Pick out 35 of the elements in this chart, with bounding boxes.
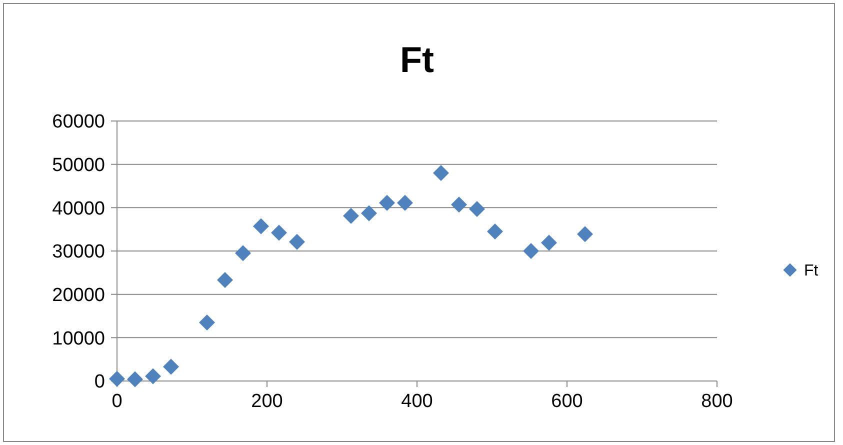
y-tick-label: 20000 bbox=[52, 284, 105, 306]
point bbox=[487, 224, 503, 240]
y-tick-label: 50000 bbox=[52, 154, 105, 176]
point bbox=[541, 234, 557, 251]
point bbox=[145, 368, 161, 384]
y-tick-label: 40000 bbox=[52, 198, 105, 220]
point bbox=[469, 200, 485, 217]
point bbox=[451, 196, 467, 213]
y-tick-label: 10000 bbox=[52, 328, 105, 350]
point bbox=[163, 358, 179, 375]
point bbox=[235, 245, 251, 262]
point bbox=[577, 226, 593, 242]
point bbox=[379, 194, 395, 211]
point bbox=[199, 314, 215, 330]
point bbox=[109, 370, 125, 387]
point bbox=[127, 371, 143, 388]
x-tick-label: 400 bbox=[401, 391, 433, 412]
point bbox=[217, 272, 233, 288]
point bbox=[523, 243, 539, 259]
x-tick-label: 200 bbox=[251, 391, 283, 412]
y-tick-label: 30000 bbox=[52, 242, 105, 263]
x-tick-label: 0 bbox=[112, 391, 122, 412]
point bbox=[397, 194, 413, 211]
legend-label: Ft bbox=[804, 262, 819, 280]
chart-title: Ft bbox=[400, 39, 434, 80]
point bbox=[289, 234, 305, 250]
point bbox=[361, 205, 377, 222]
x-tick-label: 800 bbox=[701, 391, 733, 412]
point bbox=[433, 165, 449, 181]
point bbox=[271, 224, 287, 241]
x-tick-label: 600 bbox=[551, 391, 583, 412]
point bbox=[253, 218, 269, 234]
y-tick-label: 60000 bbox=[52, 112, 105, 133]
y-tick-label: 0 bbox=[94, 372, 105, 393]
point bbox=[343, 208, 359, 224]
